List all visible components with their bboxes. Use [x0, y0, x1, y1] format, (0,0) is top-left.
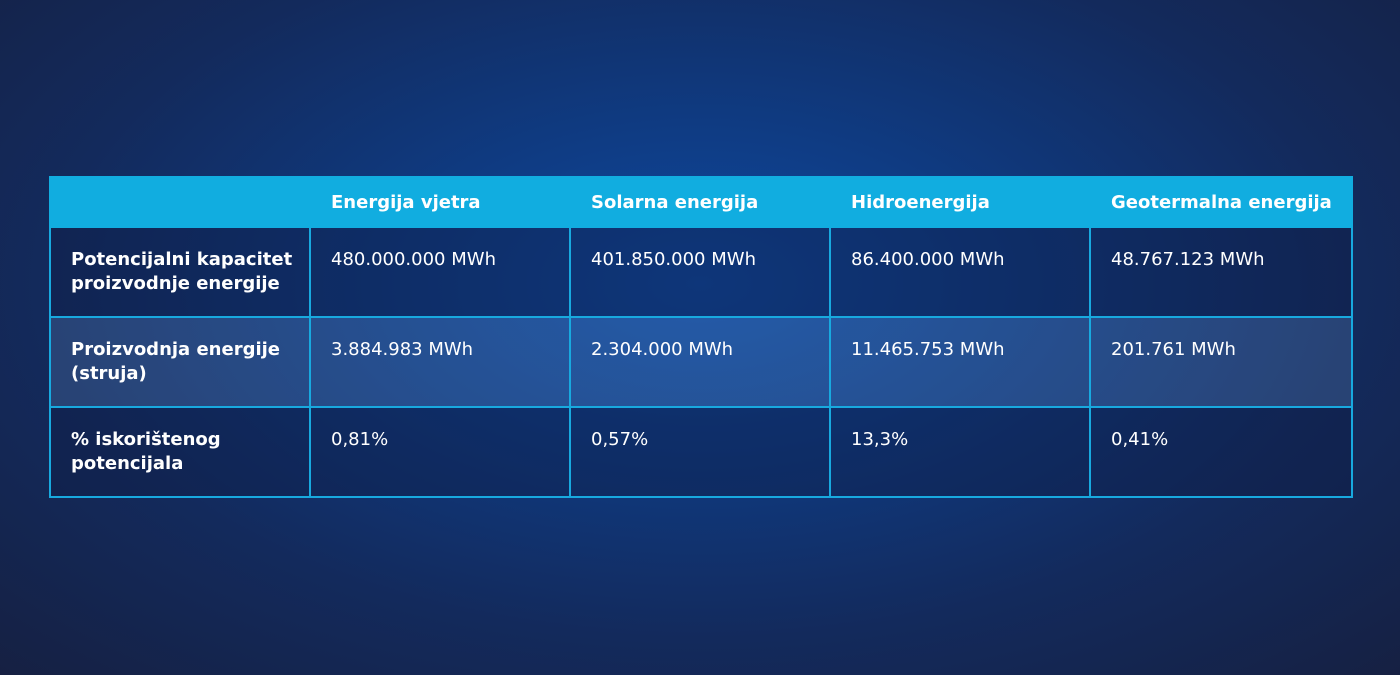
header-row: Energija vjetra Solarna energija Hidroen… [49, 176, 1353, 228]
table-header: Energija vjetra Solarna energija Hidroen… [49, 176, 1353, 228]
energy-table-container: Energija vjetra Solarna energija Hidroen… [49, 176, 1353, 498]
table-cell: 13,3% [829, 406, 1091, 498]
header-geothermal-energy: Geotermalna energija [1089, 176, 1353, 228]
row-label-energy-production: Proizvodnja energije (struja) [49, 316, 311, 408]
table-cell: 0,57% [569, 406, 831, 498]
table-body: Potencijalni kapacitet proizvodnje energ… [49, 226, 1353, 498]
table-cell: 480.000.000 MWh [309, 226, 571, 318]
table-row: Proizvodnja energije (struja) 3.884.983 … [49, 316, 1353, 408]
table-cell: 3.884.983 MWh [309, 316, 571, 408]
header-hydro-energy: Hidroenergija [829, 176, 1091, 228]
row-label-potential-capacity: Potencijalni kapacitet proizvodnje energ… [49, 226, 311, 318]
table-cell: 11.465.753 MWh [829, 316, 1091, 408]
table-cell: 48.767.123 MWh [1089, 226, 1353, 318]
header-empty-cell [49, 176, 311, 228]
table-row: % iskorištenog potencijala 0,81% 0,57% 1… [49, 406, 1353, 498]
table-cell: 201.761 MWh [1089, 316, 1353, 408]
table-cell: 0,41% [1089, 406, 1353, 498]
header-wind-energy: Energija vjetra [309, 176, 571, 228]
header-solar-energy: Solarna energija [569, 176, 831, 228]
energy-table: Energija vjetra Solarna energija Hidroen… [49, 176, 1353, 498]
row-label-utilized-potential: % iskorištenog potencijala [49, 406, 311, 498]
table-cell: 0,81% [309, 406, 571, 498]
table-cell: 2.304.000 MWh [569, 316, 831, 408]
table-row: Potencijalni kapacitet proizvodnje energ… [49, 226, 1353, 318]
table-cell: 86.400.000 MWh [829, 226, 1091, 318]
table-cell: 401.850.000 MWh [569, 226, 831, 318]
